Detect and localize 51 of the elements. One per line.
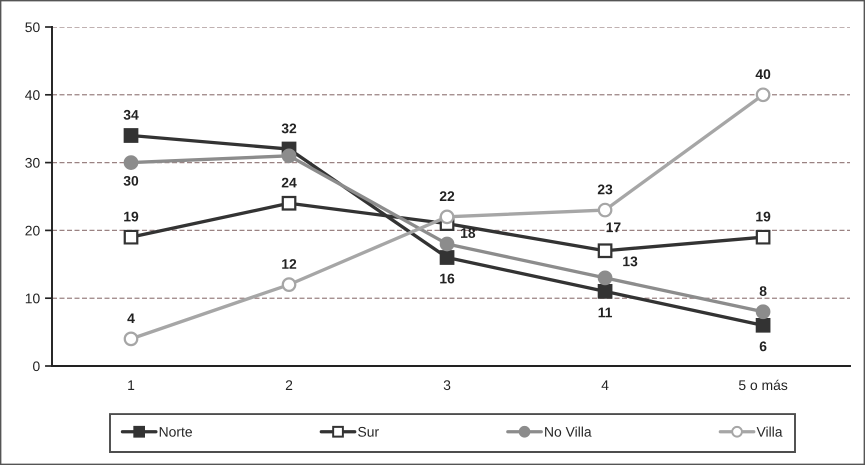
data-label: 23 — [598, 184, 612, 194]
point — [440, 236, 454, 252]
data-label: 30 — [124, 176, 138, 186]
x-tick-label: 3 — [444, 380, 450, 390]
data-label: 8 — [760, 286, 767, 296]
point — [440, 209, 454, 224]
point — [598, 202, 612, 218]
data-label: 11 — [598, 308, 612, 318]
data-label: 17 — [606, 222, 621, 232]
point — [756, 318, 770, 333]
x-tick-label: 2 — [286, 380, 292, 390]
data-label: 34 — [124, 110, 139, 120]
data-label: 13 — [623, 256, 638, 266]
point — [756, 230, 770, 245]
point — [124, 332, 138, 346]
x-tick-label: 1 — [128, 380, 134, 390]
data-label: 18 — [461, 228, 476, 238]
data-label: 19 — [124, 212, 138, 222]
data-label: 6 — [760, 341, 766, 352]
data-label: 19 — [756, 212, 770, 222]
point — [124, 155, 138, 170]
data-label: 40 — [756, 69, 770, 80]
y-tick-label: 20 — [25, 226, 40, 236]
point — [282, 196, 296, 211]
data-label: 16 — [440, 274, 454, 284]
x-tick-label: 5 o más — [738, 380, 788, 390]
data-label: 12 — [282, 259, 296, 269]
y-tick-label: 50 — [25, 22, 40, 32]
y-tick-label: 10 — [26, 294, 40, 304]
point — [124, 230, 138, 245]
y-tick-label: 40 — [25, 90, 40, 100]
point — [598, 270, 612, 286]
point — [598, 284, 612, 299]
y-tick-label: 30 — [25, 158, 40, 168]
point — [756, 87, 770, 102]
y-tick-label: 0 — [33, 361, 40, 372]
legend-label: Sur — [358, 426, 379, 437]
point — [598, 243, 612, 258]
point — [124, 128, 138, 143]
point — [282, 277, 296, 292]
legend-label: Villa — [756, 426, 782, 437]
data-label: 24 — [282, 178, 297, 188]
data-label: 22 — [440, 191, 454, 201]
point — [282, 148, 296, 164]
legend-label: Norte — [160, 427, 192, 437]
point — [440, 250, 454, 265]
point — [756, 304, 770, 320]
x-tick-label: 4 — [602, 380, 609, 390]
legend-label: No Villa — [545, 426, 592, 437]
data-label: 32 — [282, 123, 296, 134]
data-label: 4 — [127, 313, 135, 324]
